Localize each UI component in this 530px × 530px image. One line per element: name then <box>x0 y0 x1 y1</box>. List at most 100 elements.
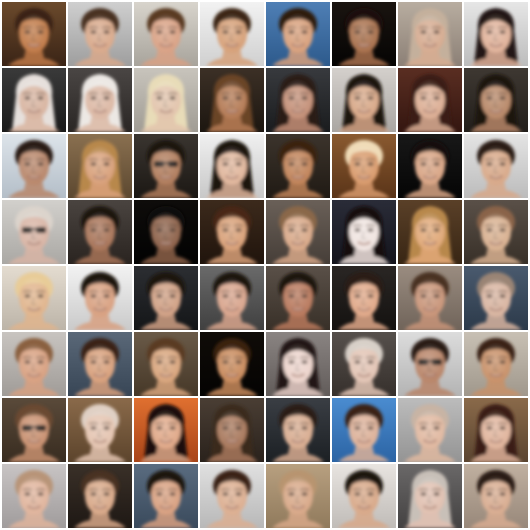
face-tile <box>398 68 462 132</box>
face-image <box>68 464 132 528</box>
face-image <box>464 68 528 132</box>
face-tile <box>332 200 396 264</box>
face-image <box>2 134 66 198</box>
face-image <box>68 134 132 198</box>
face-image <box>266 266 330 330</box>
face-image <box>332 2 396 66</box>
face-tile <box>332 266 396 330</box>
face-image <box>464 134 528 198</box>
face-tile <box>134 398 198 462</box>
face-tile <box>332 2 396 66</box>
face-image <box>134 332 198 396</box>
face-tile <box>134 68 198 132</box>
face-tile <box>332 398 396 462</box>
face-image <box>134 266 198 330</box>
face-tile <box>2 2 66 66</box>
face-image <box>2 200 66 264</box>
face-image <box>332 134 396 198</box>
face-tile <box>134 134 198 198</box>
face-image <box>68 68 132 132</box>
face-image <box>398 2 462 66</box>
face-image <box>200 332 264 396</box>
face-tile <box>332 464 396 528</box>
face-tile <box>266 332 330 396</box>
face-image <box>68 2 132 66</box>
face-image <box>332 332 396 396</box>
face-image <box>332 266 396 330</box>
face-image <box>134 68 198 132</box>
face-image <box>464 2 528 66</box>
face-image <box>266 332 330 396</box>
face-image <box>266 68 330 132</box>
face-tile <box>2 398 66 462</box>
face-image <box>134 398 198 462</box>
face-tile <box>68 464 132 528</box>
face-image <box>398 398 462 462</box>
face-tile <box>266 398 330 462</box>
face-tile <box>2 332 66 396</box>
face-image <box>332 200 396 264</box>
face-tile <box>68 332 132 396</box>
face-image <box>266 398 330 462</box>
face-image <box>2 398 66 462</box>
face-tile <box>68 200 132 264</box>
face-tile <box>464 200 528 264</box>
face-image <box>200 134 264 198</box>
face-tile <box>266 68 330 132</box>
face-tile <box>464 332 528 396</box>
face-tile <box>266 464 330 528</box>
face-tile <box>2 464 66 528</box>
face-tile <box>200 200 264 264</box>
face-tile <box>266 134 330 198</box>
face-tile <box>398 134 462 198</box>
face-image <box>332 464 396 528</box>
face-image <box>200 68 264 132</box>
face-image <box>266 200 330 264</box>
face-tile <box>2 200 66 264</box>
face-image <box>200 200 264 264</box>
face-image <box>266 2 330 66</box>
face-image <box>398 332 462 396</box>
face-image <box>200 266 264 330</box>
face-image <box>332 398 396 462</box>
face-image <box>398 464 462 528</box>
face-image <box>464 200 528 264</box>
face-tile <box>266 266 330 330</box>
face-tile <box>398 464 462 528</box>
face-image <box>2 266 66 330</box>
face-image <box>2 332 66 396</box>
face-tile <box>134 464 198 528</box>
face-tile <box>332 68 396 132</box>
face-tile <box>134 332 198 396</box>
face-tile <box>398 2 462 66</box>
face-tile <box>200 134 264 198</box>
face-tile <box>68 398 132 462</box>
face-tile <box>200 464 264 528</box>
face-tile <box>398 266 462 330</box>
face-image <box>464 398 528 462</box>
face-image <box>134 134 198 198</box>
face-tile <box>464 134 528 198</box>
face-image <box>2 464 66 528</box>
face-image <box>464 332 528 396</box>
face-tile <box>464 2 528 66</box>
face-image <box>200 464 264 528</box>
face-tile <box>68 266 132 330</box>
face-tile <box>134 200 198 264</box>
face-tile <box>68 2 132 66</box>
face-tile <box>464 398 528 462</box>
face-tile <box>200 332 264 396</box>
face-image <box>134 2 198 66</box>
face-image <box>68 332 132 396</box>
face-image <box>398 68 462 132</box>
face-image <box>134 200 198 264</box>
face-tile <box>200 68 264 132</box>
face-tile <box>200 2 264 66</box>
face-tile <box>200 398 264 462</box>
face-image <box>68 200 132 264</box>
face-image <box>266 464 330 528</box>
face-image <box>398 200 462 264</box>
face-tile <box>200 266 264 330</box>
face-tile <box>134 266 198 330</box>
